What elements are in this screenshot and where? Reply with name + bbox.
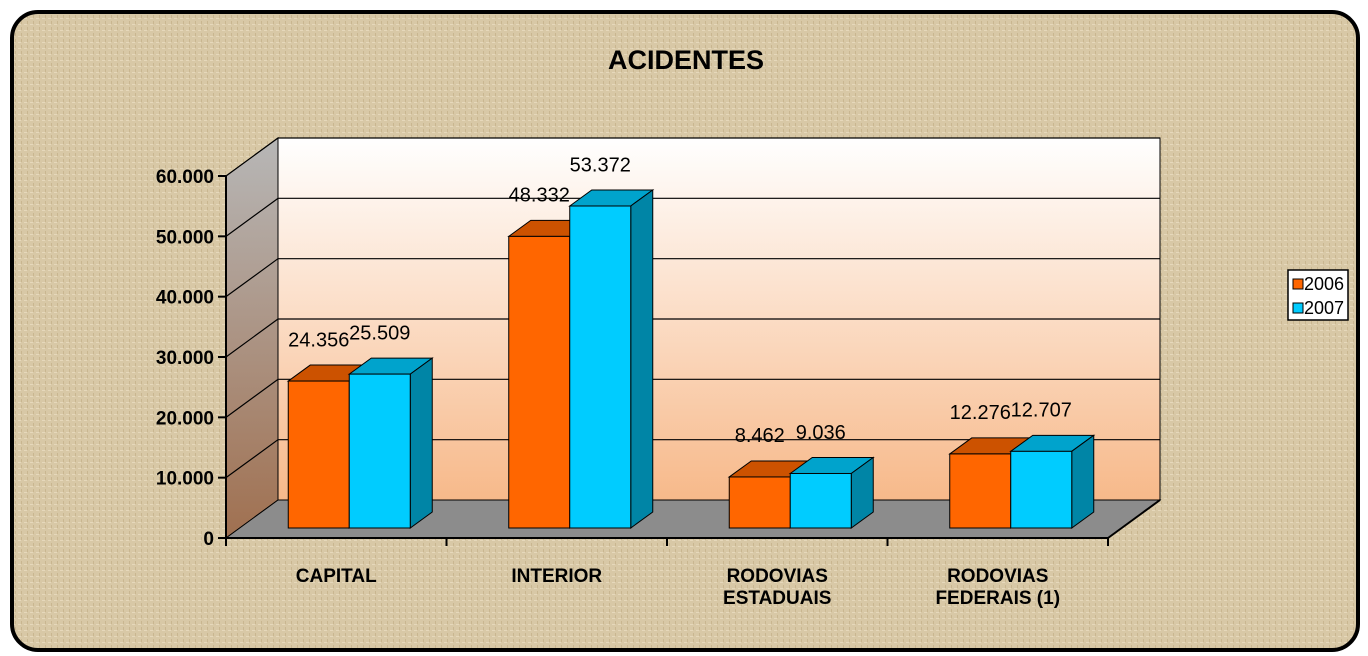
y-tick-label: 0 [203,529,214,550]
grid-line [225,258,1160,298]
bar-side [1071,434,1095,529]
legend-swatch [1292,278,1304,290]
value-label: 9.036 [796,422,846,444]
y-tick-label: 50.000 [156,227,214,248]
grid-line [225,318,1160,358]
bar [348,373,411,529]
value-label: 53.372 [570,154,631,176]
bar [728,476,791,529]
grid-line [225,137,1160,177]
value-label: 24.356 [288,329,349,351]
floor-edge [1107,499,1161,539]
grid-line [225,378,1160,418]
bar [949,453,1012,529]
legend-label: 2007 [1304,298,1344,318]
chart-title: ACIDENTES [608,45,764,75]
bar [789,472,852,529]
y-tick-label: 20.000 [156,408,214,429]
x-tick-label: CAPITAL [295,566,377,587]
y-tick-label: 40.000 [156,288,214,309]
y-tick-label: 10.000 [156,469,214,490]
legend-swatch [1292,302,1304,314]
grid-line [225,439,1160,479]
y-tick-label: 60.000 [156,167,214,188]
bar [508,235,571,529]
value-label: 12.276 [950,402,1011,424]
value-label: 25.509 [349,322,410,344]
value-label: 48.332 [509,185,570,207]
bar-side [409,357,433,529]
bar [569,205,632,529]
value-label: 12.707 [1011,400,1072,422]
bar-side [630,189,654,529]
bar [1010,450,1073,529]
bar [287,380,350,529]
x-tick-label: RODOVIAS ESTADUAIS [723,566,832,609]
value-label: 8.462 [735,425,785,447]
grid-line [225,197,1160,237]
x-tick-label: RODOVIAS FEDERAIS (1) [935,566,1061,609]
x-tick-label: INTERIOR [511,566,603,587]
y-tick-label: 30.000 [156,348,214,369]
legend-label: 2006 [1304,274,1344,294]
